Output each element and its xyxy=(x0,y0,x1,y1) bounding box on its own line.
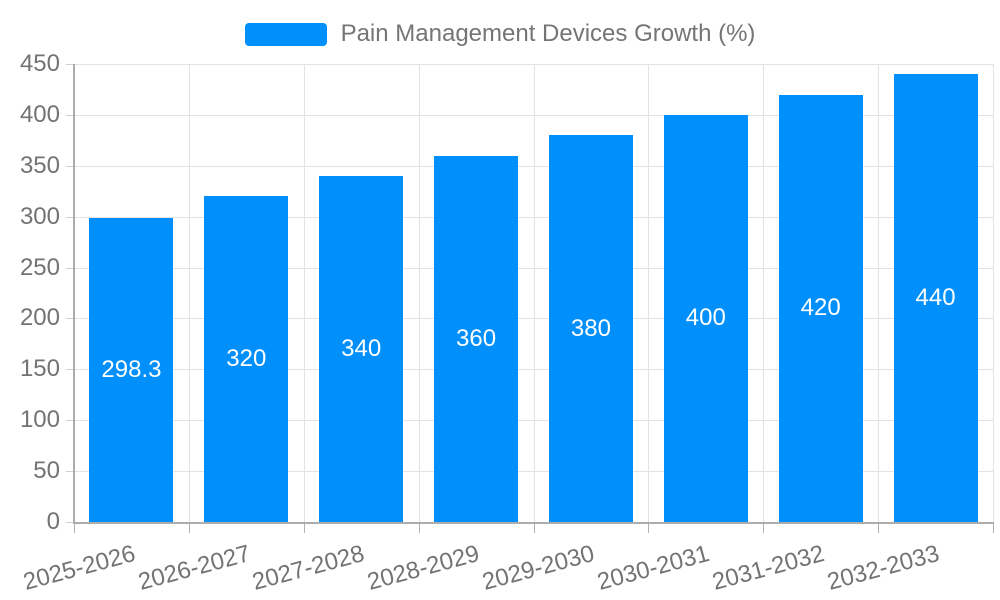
bar[interactable] xyxy=(663,114,748,522)
y-axis-tick xyxy=(66,369,74,371)
v-gridline xyxy=(763,64,765,522)
y-axis-tick-label: 400 xyxy=(19,100,60,128)
x-axis-label: 2025-2026 xyxy=(20,540,138,596)
x-axis-label: 2030-2031 xyxy=(594,540,713,596)
v-gridline xyxy=(878,64,880,522)
y-axis-line xyxy=(73,64,75,524)
y-axis-tick xyxy=(66,64,74,65)
y-axis-tick-label: 200 xyxy=(19,304,60,332)
v-gridline xyxy=(993,64,994,522)
y-axis-tick-label: 250 xyxy=(19,253,60,281)
y-axis-tick-label: 50 xyxy=(33,457,60,485)
y-axis-tick xyxy=(66,420,74,422)
x-axis-tick xyxy=(763,524,765,533)
bar[interactable] xyxy=(434,155,519,522)
v-gridline xyxy=(303,64,305,522)
x-axis-tick xyxy=(74,524,75,533)
bar[interactable] xyxy=(89,218,174,522)
x-axis-label: 2029-2030 xyxy=(479,540,598,596)
x-axis-tick xyxy=(993,524,994,533)
y-axis-tick-label: 150 xyxy=(19,355,60,383)
y-axis-tick xyxy=(66,522,74,523)
x-axis-label: 2026-2027 xyxy=(134,540,253,596)
y-axis-tick xyxy=(66,318,74,320)
x-axis-tick xyxy=(878,524,880,533)
y-axis-tick xyxy=(66,216,74,218)
bar[interactable] xyxy=(778,94,863,522)
x-axis-tick xyxy=(648,524,650,533)
v-gridline xyxy=(648,64,650,522)
bar[interactable] xyxy=(548,135,633,522)
x-axis-tick xyxy=(533,524,535,533)
chart-legend[interactable]: Pain Management Devices Growth (%) xyxy=(0,20,1000,48)
y-axis-tick-label: 450 xyxy=(19,50,60,77)
legend-label: Pain Management Devices Growth (%) xyxy=(340,20,756,47)
y-axis-tick xyxy=(66,267,74,269)
y-axis-tick-label: 350 xyxy=(19,151,60,179)
v-gridline xyxy=(188,64,190,522)
bar[interactable] xyxy=(893,74,978,522)
x-axis-tick xyxy=(418,524,420,533)
x-axis-label: 2032-2033 xyxy=(824,540,943,596)
bar[interactable] xyxy=(204,196,289,522)
x-axis-tick xyxy=(303,524,305,533)
bar[interactable] xyxy=(319,175,404,522)
x-axis-label: 2028-2029 xyxy=(364,540,483,596)
x-axis-tick xyxy=(188,524,190,533)
v-gridline xyxy=(533,64,535,522)
y-axis-tick xyxy=(66,114,74,116)
y-axis-tick-label: 0 xyxy=(46,508,60,535)
y-axis-tick xyxy=(66,165,74,167)
y-axis-tick xyxy=(66,471,74,473)
x-axis-label: 2027-2028 xyxy=(249,540,368,596)
legend-swatch xyxy=(244,22,327,46)
v-gridline xyxy=(418,64,420,522)
x-axis-line xyxy=(73,522,994,524)
y-axis-tick-label: 300 xyxy=(19,202,60,230)
x-axis-label: 2031-2032 xyxy=(709,540,828,596)
y-axis-tick-label: 100 xyxy=(19,406,60,434)
